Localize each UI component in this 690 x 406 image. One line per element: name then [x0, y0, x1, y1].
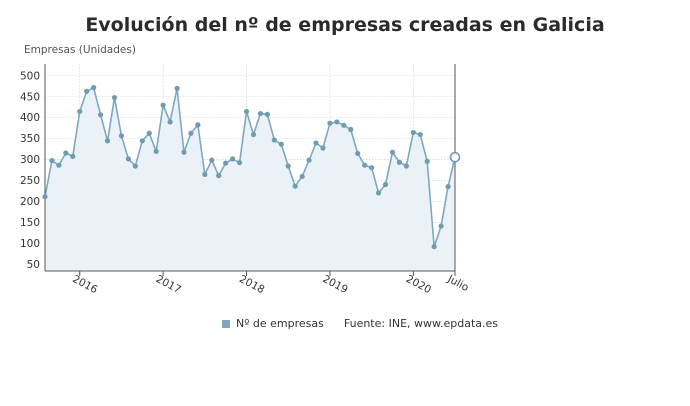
y-tick-label: 250 [20, 175, 40, 187]
source-text: Fuente: INE, www.epdata.es [343, 317, 499, 330]
data-point [243, 108, 250, 115]
chart-title: Evolución del nº de empresas creadas en … [85, 14, 605, 36]
data-point [230, 156, 236, 162]
data-point [216, 173, 222, 179]
data-point [223, 160, 229, 166]
y-tick-label: 400 [20, 112, 40, 124]
data-point [417, 131, 423, 138]
data-point [97, 112, 104, 118]
data-point [292, 183, 298, 189]
data-point [188, 130, 194, 136]
data-point [438, 223, 444, 229]
data-point [389, 149, 396, 155]
data-point [146, 130, 152, 136]
data-point [362, 162, 368, 168]
y-tick-label: 150 [20, 217, 40, 229]
x-tick-label: 2017 [154, 273, 183, 296]
y-tick-label: 100 [20, 238, 40, 250]
data-point [278, 141, 284, 147]
data-point [369, 165, 375, 171]
x-tick-label: 2019 [321, 273, 350, 296]
data-point [160, 102, 166, 108]
y-tick-label: 350 [20, 133, 40, 145]
data-point [250, 131, 257, 138]
data-point [410, 129, 416, 136]
y-tick-label: 50 [27, 259, 40, 271]
data-point [306, 157, 312, 163]
data-point [42, 194, 48, 200]
data-point [403, 163, 409, 169]
data-point [84, 88, 90, 94]
data-point [271, 137, 277, 143]
data-point [431, 244, 437, 250]
data-point [167, 119, 173, 125]
data-point [118, 133, 125, 139]
data-point [139, 138, 145, 144]
y-tick-label: 300 [20, 154, 40, 166]
data-point [56, 162, 62, 168]
data-point [91, 84, 97, 91]
x-tick-label: Julio [445, 273, 471, 294]
data-point [285, 163, 291, 169]
series-area [45, 87, 455, 271]
x-tick-label: 2020 [404, 273, 433, 296]
y-tick-label: 500 [20, 70, 40, 82]
data-point [104, 138, 111, 144]
x-tick-label: 2018 [237, 273, 266, 296]
data-point [327, 120, 333, 126]
data-point [341, 122, 347, 128]
data-point [257, 110, 264, 117]
data-point [111, 94, 118, 101]
data-point [320, 145, 326, 151]
x-tick-label: 2016 [70, 273, 100, 296]
data-point-last [449, 151, 461, 163]
data-point [132, 163, 138, 169]
data-point [125, 156, 131, 162]
data-point [70, 153, 76, 159]
chart-footer: Nº de empresas Fuente: INE, www.epdata.e… [222, 317, 498, 330]
data-point [355, 150, 361, 157]
data-point [209, 157, 215, 163]
data-point [174, 85, 180, 91]
y-tick-label: 200 [20, 196, 40, 208]
data-point [299, 173, 305, 180]
legend-label: Nº de empresas [236, 317, 324, 330]
data-point [445, 184, 451, 190]
data-point [77, 108, 83, 115]
data-point [63, 150, 69, 156]
data-point [195, 122, 201, 128]
data-point [382, 181, 389, 188]
data-point [396, 159, 403, 165]
data-point [236, 160, 243, 166]
data-point [49, 157, 55, 164]
y-axis-label: Empresas (Unidades) [24, 44, 136, 56]
data-point [202, 171, 208, 178]
data-point [348, 126, 354, 133]
data-point [181, 149, 187, 155]
data-point [313, 140, 319, 146]
legend-swatch [222, 319, 230, 328]
series-line [44, 86, 456, 247]
data-point [375, 190, 382, 196]
data-point [264, 111, 270, 117]
data-point [334, 119, 340, 125]
data-point [424, 158, 430, 165]
data-point [153, 148, 159, 154]
y-tick-label: 450 [20, 91, 40, 103]
